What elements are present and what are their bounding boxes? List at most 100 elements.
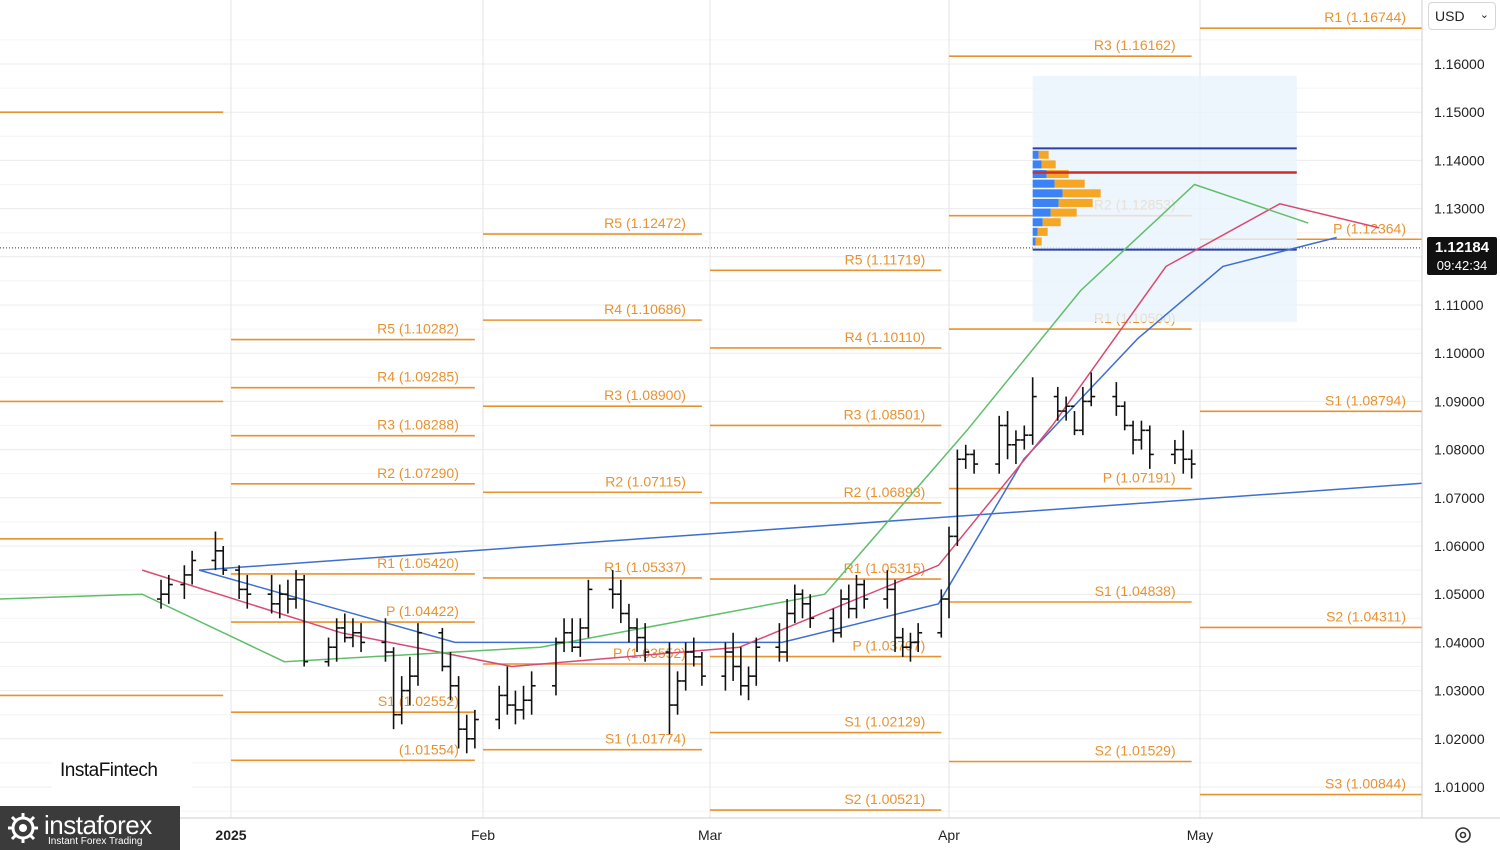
ohlc-bar <box>790 584 799 624</box>
ohlc-bar <box>219 546 228 575</box>
pivot-label: S2 (1.01529) <box>1095 743 1176 759</box>
x-tick-label: Feb <box>471 827 495 843</box>
x-tick-label: May <box>1187 827 1213 843</box>
ohlc-bar <box>275 584 284 619</box>
ohlc-bar <box>462 714 471 754</box>
pivot-label: S1 (1.01774) <box>605 731 686 747</box>
pivot-label: P (1.03707) <box>852 638 925 654</box>
pivot-label: R3 (1.08900) <box>604 387 686 403</box>
pivot-label: S2 (1.00521) <box>844 791 925 807</box>
pivot-label: R3 (1.16162) <box>1094 37 1176 53</box>
profile-bar-buy <box>1046 170 1069 179</box>
instaforex-emblem-icon <box>8 813 38 843</box>
ohlc-bar <box>157 579 166 609</box>
ohlc-bar <box>243 574 252 609</box>
ohlc-bar <box>519 685 528 720</box>
profile-bar-buy <box>1038 150 1049 159</box>
pivot-label: R4 (1.10686) <box>604 301 686 317</box>
ohlc-bar <box>389 647 398 730</box>
gear-icon[interactable] <box>1453 825 1473 845</box>
ohlc-bar <box>576 618 585 657</box>
ohlc-bar <box>1137 420 1146 450</box>
ohlc-bar <box>180 565 189 600</box>
x-tick-label: Apr <box>938 827 960 843</box>
ohlc-bar <box>995 415 1004 474</box>
profile-bar-buy <box>1041 160 1056 169</box>
pivot-levels: R5 (1.10282) R4 (1.09285) R3 (1.08288) R2 (… <box>0 9 1422 811</box>
ohlc-bar <box>446 652 455 701</box>
ohlc-bar <box>1087 372 1096 407</box>
pivot-label: S2 (1.04311) <box>1326 608 1406 624</box>
pivot-label: R1 (1.16744) <box>1324 9 1406 25</box>
pivot-label: R4 (1.09285) <box>377 369 459 385</box>
profile-bar-sell <box>1032 179 1055 188</box>
time-axis-panel <box>0 818 1500 850</box>
profile-bar-buy <box>1042 218 1061 227</box>
ohlc-bar <box>267 574 276 614</box>
bar-countdown: 09:42:34 <box>1436 258 1488 273</box>
pivot-label: (1.01554) <box>399 741 459 757</box>
y-tick-label: 1.07000 <box>1434 490 1485 506</box>
profile-area <box>1032 76 1297 322</box>
ohlc-bar <box>729 632 738 681</box>
ohlc-bar <box>584 579 593 638</box>
profile-bar-sell <box>1032 150 1039 159</box>
ohlc-bar <box>937 589 946 638</box>
ohlc-bar <box>953 449 962 546</box>
pivot-label: R5 (1.11719) <box>845 251 926 267</box>
volume-profile <box>1032 76 1297 322</box>
ohlc-bar <box>681 642 690 691</box>
ohlc-bar <box>641 623 650 662</box>
instaforex-logo-text: instaforex <box>44 810 152 840</box>
ohlc-bar <box>1011 430 1020 465</box>
ohlc-bar <box>340 613 349 643</box>
ohlc-bar <box>697 652 706 686</box>
profile-bar-buy <box>1035 237 1042 246</box>
profile-bar-sell <box>1032 208 1051 217</box>
instafintech-logo-text: InstaFintech <box>60 760 158 781</box>
ohlc-bars <box>157 372 1196 754</box>
ohlc-bar <box>1003 411 1012 460</box>
x-tick-label: Mar <box>698 827 722 843</box>
profile-bar-buy <box>1037 227 1048 236</box>
profile-bar-sell <box>1032 218 1043 227</box>
ohlc-bar <box>1078 386 1087 436</box>
pivot-label: R5 (1.12472) <box>604 215 686 231</box>
y-tick-label: 1.06000 <box>1434 538 1485 554</box>
pivot-label: P (1.07191) <box>1103 470 1176 486</box>
currency-selector[interactable]: USD ⌄ <box>1428 2 1496 30</box>
pivot-label: S1 (1.08794) <box>1325 392 1406 408</box>
pivot-label: R2 (1.07115) <box>605 473 686 489</box>
ohlc-bar <box>624 603 633 643</box>
ohlc-bar <box>188 550 197 585</box>
ohlc-bar <box>852 574 861 619</box>
ohlc-bar <box>1187 449 1196 479</box>
ohlc-bar <box>511 690 520 725</box>
pivot-label: P (1.04422) <box>386 603 459 619</box>
moving-average-line <box>0 183 1309 663</box>
pivot-label: R3 (1.08501) <box>844 406 926 422</box>
y-tick-label: 1.03000 <box>1434 683 1485 699</box>
ohlc-bar <box>608 570 617 609</box>
instafintech-watermark: InstaFintech <box>52 740 192 798</box>
ohlc-bar <box>633 618 642 653</box>
ohlc-bar <box>1129 420 1138 455</box>
ohlc-bar <box>783 599 792 662</box>
ohlc-bar <box>891 579 900 653</box>
instaforex-watermark: instaforex Instant Forex Trading <box>0 806 180 850</box>
price-axis-panel <box>1422 0 1500 850</box>
ohlc-bar <box>906 632 915 662</box>
ohlc-bar <box>844 584 853 619</box>
pivot-label: R4 (1.10110) <box>845 329 926 345</box>
ohlc-bar <box>898 627 907 657</box>
ohlc-bar <box>752 637 761 686</box>
ohlc-bar <box>806 594 815 628</box>
ohlc-bar <box>292 570 301 609</box>
ohlc-bar <box>283 579 292 614</box>
ohlc-bar <box>961 444 970 469</box>
ohlc-bar <box>381 618 390 662</box>
ohlc-bar <box>1179 430 1188 474</box>
ohlc-bar <box>332 618 341 662</box>
ohlc-bar <box>1020 425 1029 450</box>
